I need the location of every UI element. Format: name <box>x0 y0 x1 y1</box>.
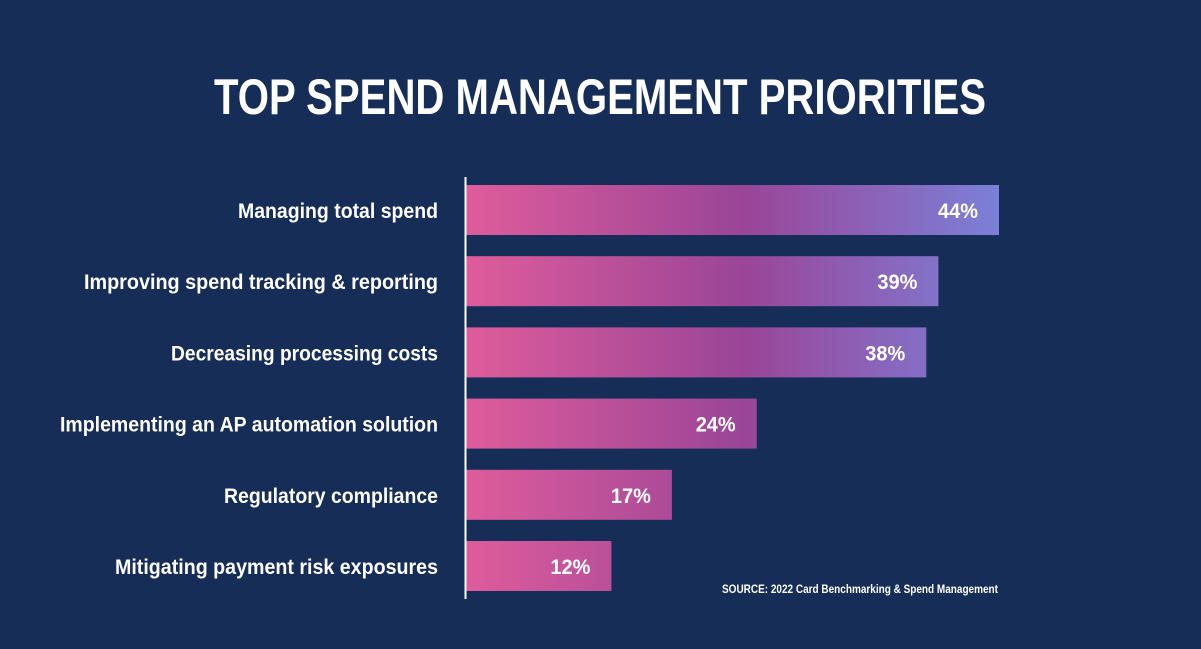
chart-title: TOP SPEND MANAGEMENT PRIORITIES <box>214 69 986 125</box>
bar <box>466 327 927 378</box>
value-label: 24% <box>696 414 736 437</box>
bar <box>466 469 672 520</box>
category-labels-layer: Managing total spend Improving spend trac… <box>60 200 438 579</box>
source-note: SOURCE: 2022 Card Benchmarking & Spend M… <box>722 582 998 596</box>
value-label: 39% <box>877 271 917 294</box>
category-label: Implementing an AP automation solution <box>60 414 438 437</box>
value-label: 44% <box>938 200 978 223</box>
value-label: 17% <box>611 485 651 508</box>
category-label: Managing total spend <box>238 200 438 223</box>
bars-layer <box>466 185 999 591</box>
category-label: Regulatory compliance <box>224 485 438 508</box>
bar <box>466 541 612 591</box>
value-label: 38% <box>865 342 905 365</box>
bar <box>466 185 999 235</box>
category-label: Decreasing processing costs <box>171 342 438 365</box>
bar <box>466 256 939 307</box>
category-label: Mitigating payment risk exposures <box>115 556 438 579</box>
value-labels-layer: 44% 39% 38% 24% 17% 12% <box>550 200 978 579</box>
bar <box>466 398 757 449</box>
category-label: Improving spend tracking & reporting <box>84 271 438 294</box>
value-label: 12% <box>550 556 590 579</box>
